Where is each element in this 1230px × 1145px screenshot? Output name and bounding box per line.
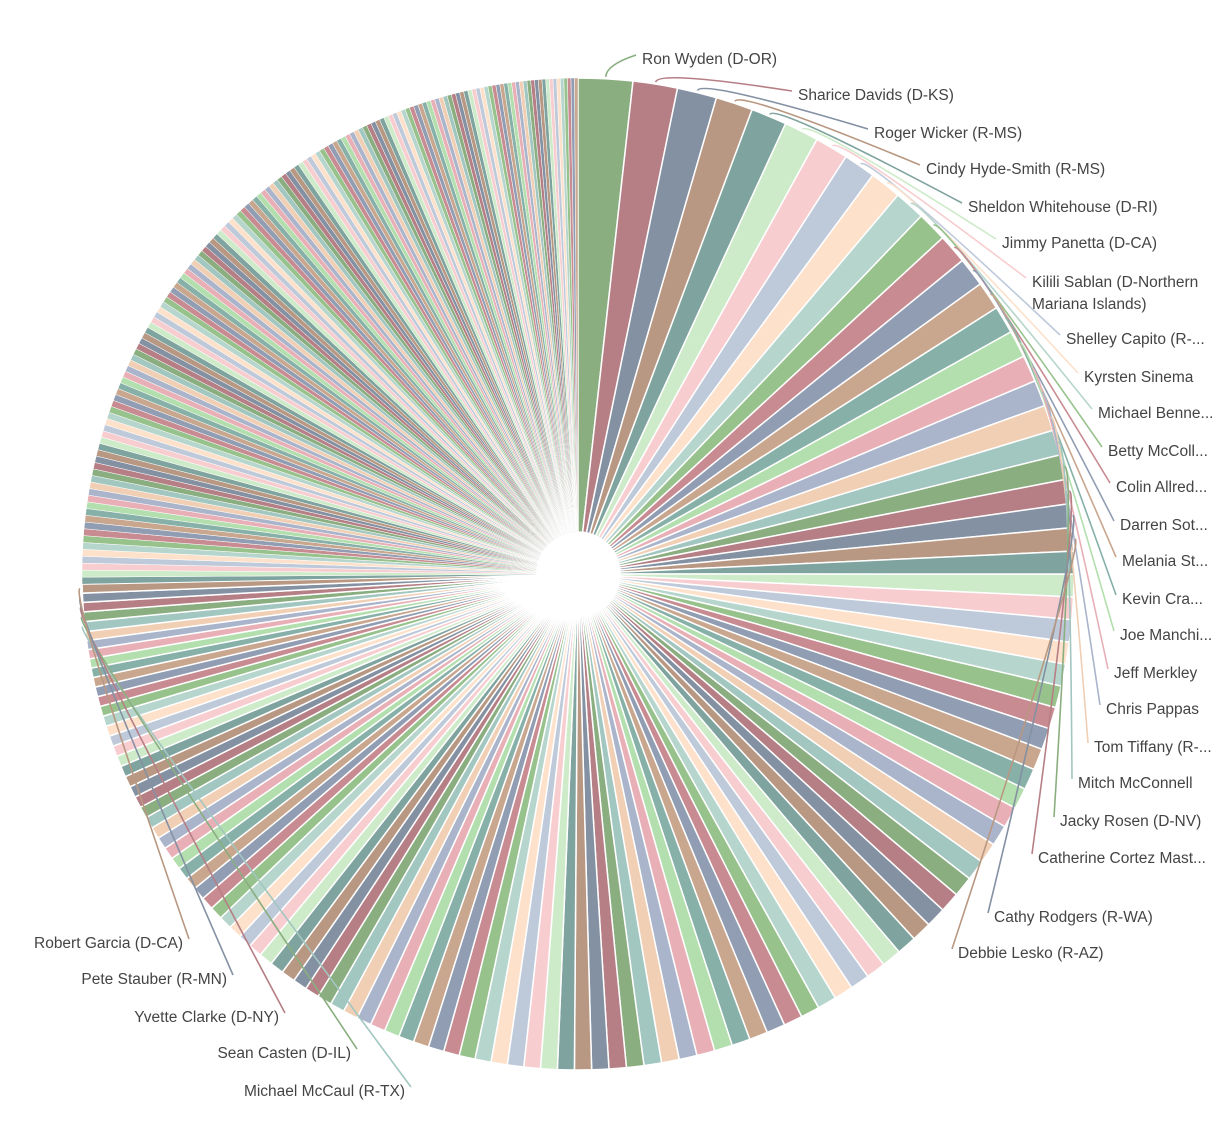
- slice-label: Jimmy Panetta (D-CA): [1002, 235, 1157, 252]
- leader-line: [769, 112, 963, 204]
- pie-slice[interactable]: [574, 77, 579, 533]
- slice-label: Melania St...: [1122, 553, 1208, 570]
- leader-line: [81, 626, 412, 1088]
- slice-label: Chris Pappas: [1106, 701, 1199, 718]
- leader-line: [1053, 465, 1070, 818]
- leader-line: [696, 87, 869, 130]
- slice-label: Jeff Merkley: [1114, 665, 1198, 682]
- leader-line: [79, 606, 286, 1014]
- slice-label: Pete Stauber (R-MN): [81, 971, 227, 988]
- slice-label: Darren Sot...: [1120, 517, 1208, 534]
- slice-label: Ron Wyden (D-OR): [642, 51, 777, 68]
- slice-label: Shelley Capito (R-...: [1066, 331, 1205, 348]
- slice-label: Sheldon Whitehouse (D-RI): [968, 199, 1158, 216]
- leader-line: [801, 127, 997, 240]
- slice-label: Kyrsten Sinema: [1084, 369, 1194, 386]
- slice-label: Joe Manchi...: [1120, 627, 1212, 644]
- slice-label: Kevin Cra...: [1122, 591, 1203, 608]
- slice-label: Mitch McConnell: [1078, 775, 1193, 792]
- leader-line: [80, 616, 358, 1050]
- slice-label: Robert Garcia (D-CA): [34, 935, 183, 952]
- slice-label: Yvette Clarke (D-NY): [134, 1009, 279, 1026]
- leader-line: [78, 587, 190, 940]
- slice-label: Kilili Sablan (D-Northern Mariana Islands…: [1032, 274, 1198, 313]
- leader-line: [734, 99, 921, 166]
- leader-line: [831, 144, 1027, 279]
- leader-line: [654, 76, 793, 92]
- slice-label: Tom Tiffany (R-...: [1094, 739, 1212, 756]
- slice-label: Debbie Lesko (R-AZ): [958, 945, 1104, 962]
- labels-layer: Ron Wyden (D-OR) Sharice Davids (D-KS) Rog…: [34, 51, 1213, 1100]
- slice-label: Michael Benne...: [1098, 405, 1213, 422]
- slice-label: Cindy Hyde-Smith (R-MS): [926, 161, 1105, 178]
- leader-line: [604, 54, 637, 77]
- slice-label: Sharice Davids (D-KS): [798, 87, 954, 104]
- slices-layer: [81, 77, 1075, 1071]
- slice-label: Roger Wicker (R-MS): [874, 125, 1022, 142]
- slice-label: Catherine Cortez Mast...: [1038, 850, 1206, 867]
- leader-line: [1031, 490, 1073, 855]
- leader-lines-layer: [78, 54, 1117, 1088]
- slice-label: Cathy Rodgers (R-WA): [994, 909, 1153, 926]
- slice-label: Michael McCaul (R-TX): [244, 1083, 405, 1100]
- slice-label: Sean Casten (D-IL): [217, 1045, 351, 1062]
- slice-label: Jacky Rosen (D-NV): [1060, 813, 1201, 830]
- slice-label: Colin Allred...: [1116, 479, 1207, 496]
- slice-label: Betty McColl...: [1108, 443, 1208, 460]
- leader-line: [951, 538, 1077, 950]
